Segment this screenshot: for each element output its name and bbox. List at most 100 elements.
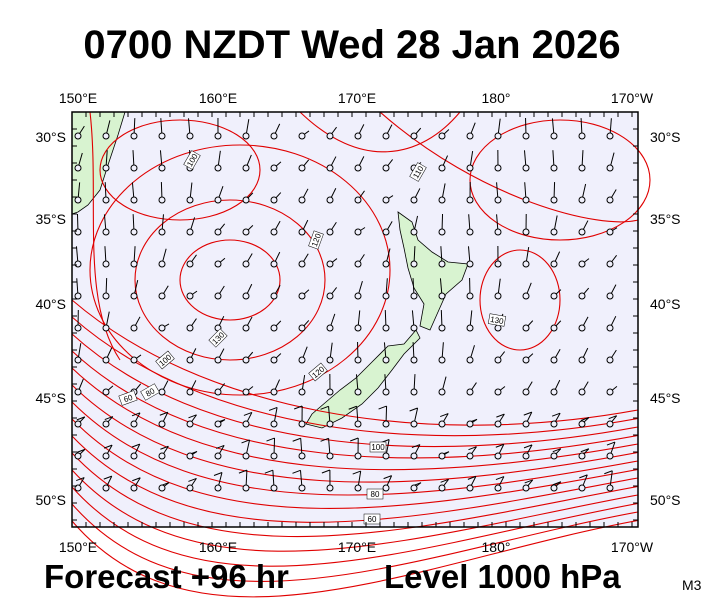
barb-station [578,420,586,428]
model-code: M3 [682,577,702,593]
barb-station [354,292,362,300]
isobar-label: 60 [118,390,138,406]
barb-station [270,484,278,492]
barb-station [298,484,306,492]
barb-feather [293,405,303,410]
barb-station [438,292,446,300]
barb-feather [411,444,421,449]
barb-station [578,132,586,140]
barb-station [466,132,474,140]
barb-station [326,324,334,332]
graticule-labels: 150°E 150°E 160°E 160°E 170°E 170°E 180° 180° 17… [35,90,680,555]
isobar-label-box [363,513,381,525]
barb-station [130,292,138,300]
barb-station [102,484,110,492]
barb-station [130,420,138,428]
barb-station [354,420,362,428]
map-background [72,112,638,527]
barb-station [158,452,166,460]
barb-station [550,388,558,396]
longitude-label: 170°W [611,539,654,555]
barb-feather [160,445,169,450]
isobar [71,435,639,523]
barb-station [438,132,446,140]
barb-station [354,132,362,140]
barb-station [606,356,614,364]
barb-station [578,356,586,364]
barb-station [550,356,558,364]
barb-station [298,164,306,172]
barb-feather [552,481,562,486]
level-label: Level 1000 hPa [384,558,621,595]
barb-station [270,388,278,396]
barb-station [270,420,278,428]
barb-station [326,132,334,140]
latitude-label: 30°S [35,129,66,145]
barb-station [466,196,474,204]
barb-station [550,420,558,428]
barb-station [186,132,194,140]
barb-station [522,228,530,236]
barb-station [410,324,418,332]
barb-station [410,484,418,492]
isobar-label-box [140,383,160,401]
barb-station [578,260,586,268]
barb-station [438,228,446,236]
barb-station [466,388,474,396]
isobar-label-box [308,362,328,382]
barb-feather [468,446,477,451]
barb-station [410,420,418,428]
barb-feather [103,475,112,480]
barb-station [74,196,82,204]
barb-station [298,260,306,268]
isobar-label-box [487,313,507,327]
barb-feather [378,405,387,410]
barb-feather [264,469,274,474]
barb-station [522,260,530,268]
barb-station [494,228,502,236]
barb-station [74,164,82,172]
barb-station [578,164,586,172]
barb-station [466,324,474,332]
barb-feather [215,444,225,449]
barb-station [438,196,446,204]
barb-station [550,228,558,236]
barb-station [522,292,530,300]
barb-station [102,164,110,172]
barb-station [382,356,390,364]
isobar [479,249,561,351]
barb-station [606,132,614,140]
barb-station [74,420,82,428]
isobar [71,418,639,509]
barb-station [550,164,558,172]
barb-feather [76,416,85,421]
barb-station [186,324,194,332]
barb-station [214,164,222,172]
barb-station [242,132,250,140]
barb-station [186,420,194,428]
barb-station [550,292,558,300]
barb-feather [409,407,418,412]
barb-station [354,228,362,236]
barb-feather [608,415,617,420]
longitude-label: 160°E [199,90,237,106]
barb-feather [320,405,329,410]
barb-station [326,228,334,236]
barb-station [438,452,446,460]
barb-station [214,484,222,492]
barb-station [410,196,418,204]
barb-station [522,164,530,172]
barb-station [326,260,334,268]
barb-feather [604,470,613,475]
barb-station [214,388,222,396]
barb-station [326,452,334,460]
barb-station [466,260,474,268]
barb-station [550,132,558,140]
barb-station [158,196,166,204]
barb-station [186,260,194,268]
barb-station [606,420,614,428]
barb-station [550,324,558,332]
barb-station [298,388,306,396]
wind-barbs [74,117,618,492]
